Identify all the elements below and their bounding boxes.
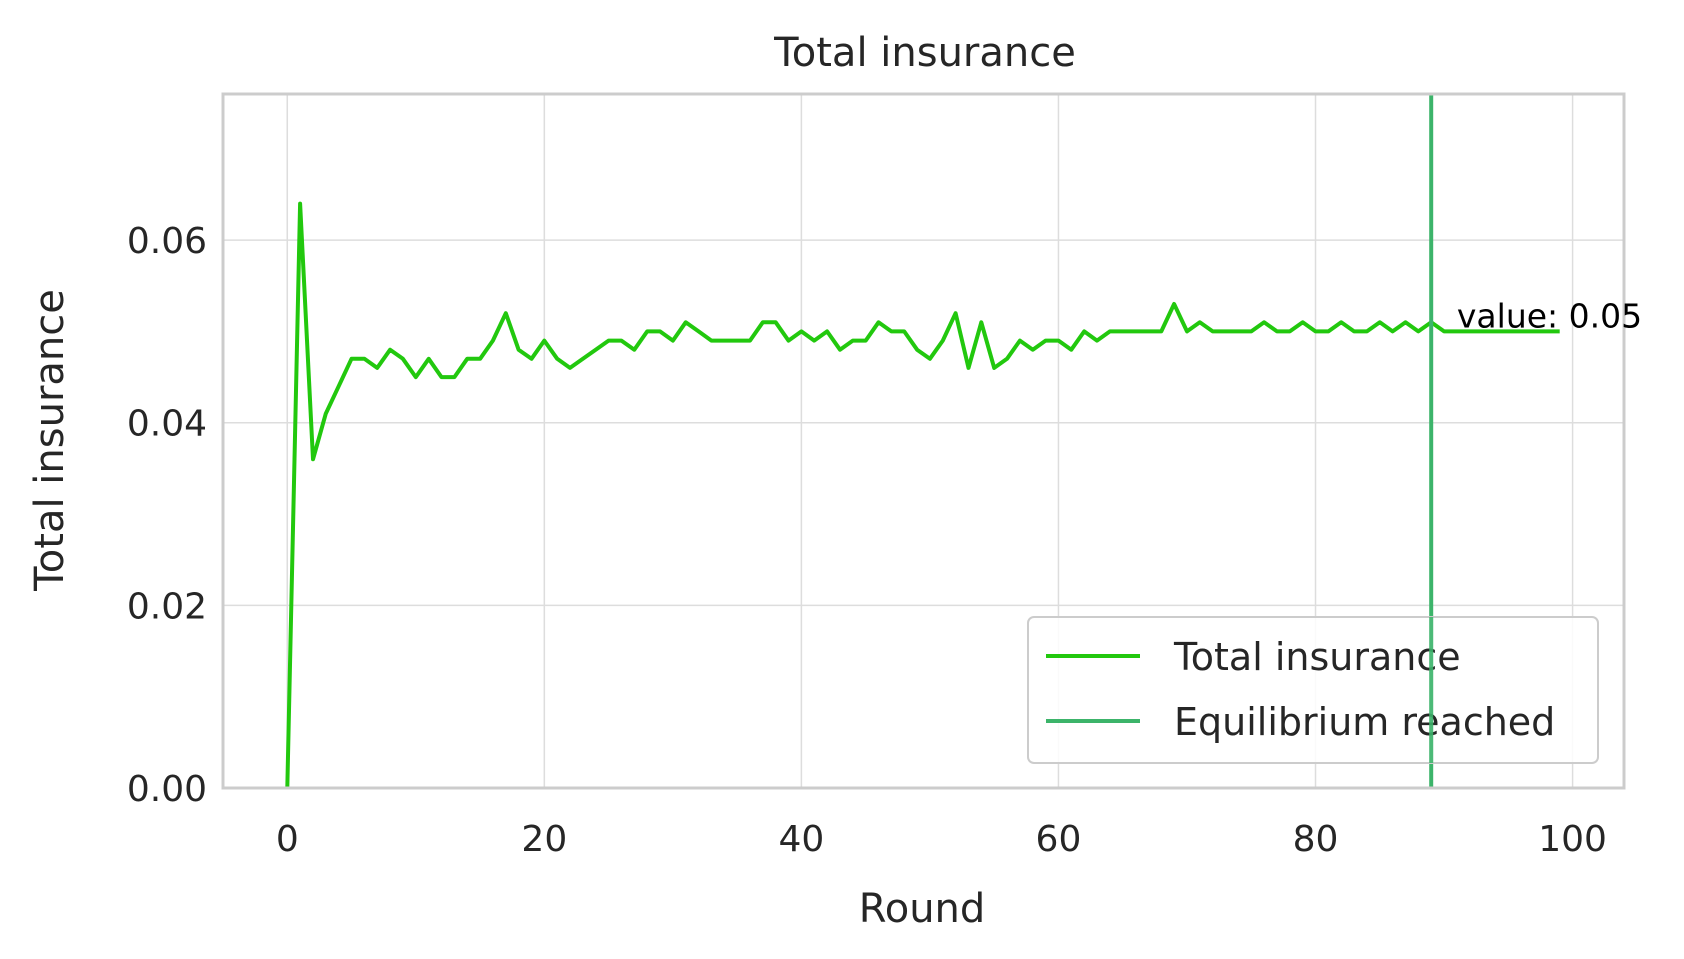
y-ticks: 0.00 0.02 0.04 0.06 xyxy=(127,221,207,810)
x-axis-label: Round xyxy=(859,886,986,932)
y-tick-label: 0.02 xyxy=(127,586,207,627)
x-tick-label: 60 xyxy=(1036,819,1082,860)
y-axis-label: Total insurance xyxy=(27,289,73,592)
legend-box xyxy=(1027,616,1599,764)
x-tick-label: 0 xyxy=(276,819,299,860)
legend-label-total-insurance: Total insurance xyxy=(1173,635,1461,679)
x-tick-label: 80 xyxy=(1293,819,1339,860)
x-ticks: 0 20 40 60 80 100 xyxy=(276,819,1607,860)
chart-title: Total insurance xyxy=(773,30,1076,76)
y-tick-label: 0.04 xyxy=(127,404,207,445)
x-tick-label: 100 xyxy=(1538,819,1607,860)
series-line-total-insurance xyxy=(285,201,1560,789)
value-annotation: value: 0.05 xyxy=(1457,297,1642,336)
legend: Total insurance Equilibrium reached xyxy=(1027,616,1599,764)
x-tick-label: 20 xyxy=(521,819,567,860)
x-tick-label: 40 xyxy=(778,819,824,860)
y-tick-label: 0.06 xyxy=(127,221,207,262)
plot-frame xyxy=(221,92,1626,790)
legend-label-equilibrium: Equilibrium reached xyxy=(1174,700,1555,744)
y-tick-label: 0.00 xyxy=(127,769,207,810)
